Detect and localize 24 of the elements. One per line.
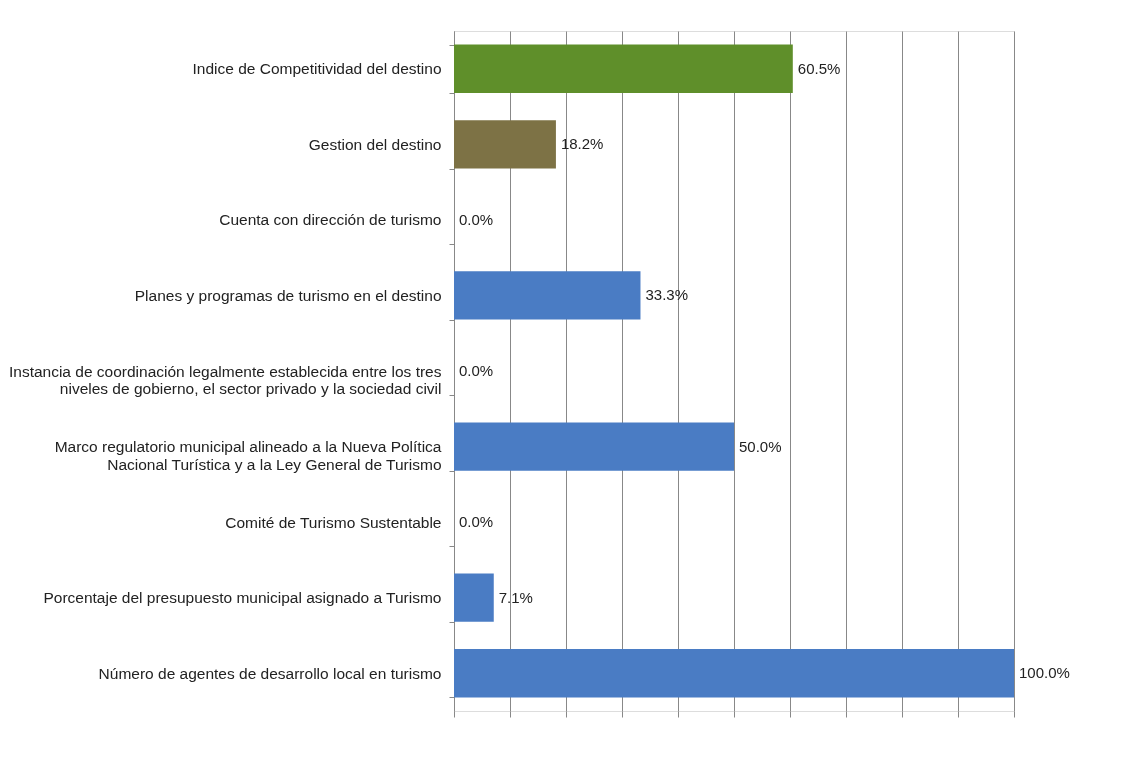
y-tick-label: Gestion del destino bbox=[308, 135, 442, 153]
y-tick-label: Planes y programas de turismo en el destino bbox=[134, 286, 442, 304]
data-label: 33.3% bbox=[645, 286, 689, 304]
y-tick-label: Porcentaje del presupuesto municipal asignado a Turismo bbox=[43, 589, 442, 607]
data-label: 18.2% bbox=[560, 135, 604, 153]
bar bbox=[454, 422, 734, 471]
bar bbox=[454, 271, 641, 320]
data-label: 7.1% bbox=[498, 588, 533, 606]
y-tick-label: Indice de Competitividad del destino bbox=[192, 60, 442, 78]
bar bbox=[454, 573, 494, 622]
data-label: 0.0% bbox=[459, 513, 494, 531]
data-label: 60.5% bbox=[797, 59, 841, 77]
data-label: 0.0% bbox=[459, 210, 494, 228]
bar bbox=[454, 120, 556, 169]
y-tick-label: Instancia de coordinación legalmente establecida entre los tres niveles de gobierno, el sector privado y la sociedad civil bbox=[8, 362, 442, 397]
bar bbox=[454, 44, 793, 93]
bar bbox=[454, 649, 1014, 698]
y-tick-label: Marco regulatorio municipal alineado a la Nueva Política Nacional Turística y a la Ley General de Turismo bbox=[54, 438, 442, 473]
y-tick-label: Cuenta con dirección de turismo bbox=[219, 211, 442, 229]
data-label: 50.0% bbox=[739, 437, 782, 455]
data-label: 0.0% bbox=[459, 362, 494, 379]
y-tick-label: Número de agentes de desarrollo local en turismo bbox=[98, 664, 442, 682]
data-label: 100.0% bbox=[1019, 664, 1070, 682]
y-tick-label: Comité de Turismo Sustentable bbox=[225, 513, 442, 531]
